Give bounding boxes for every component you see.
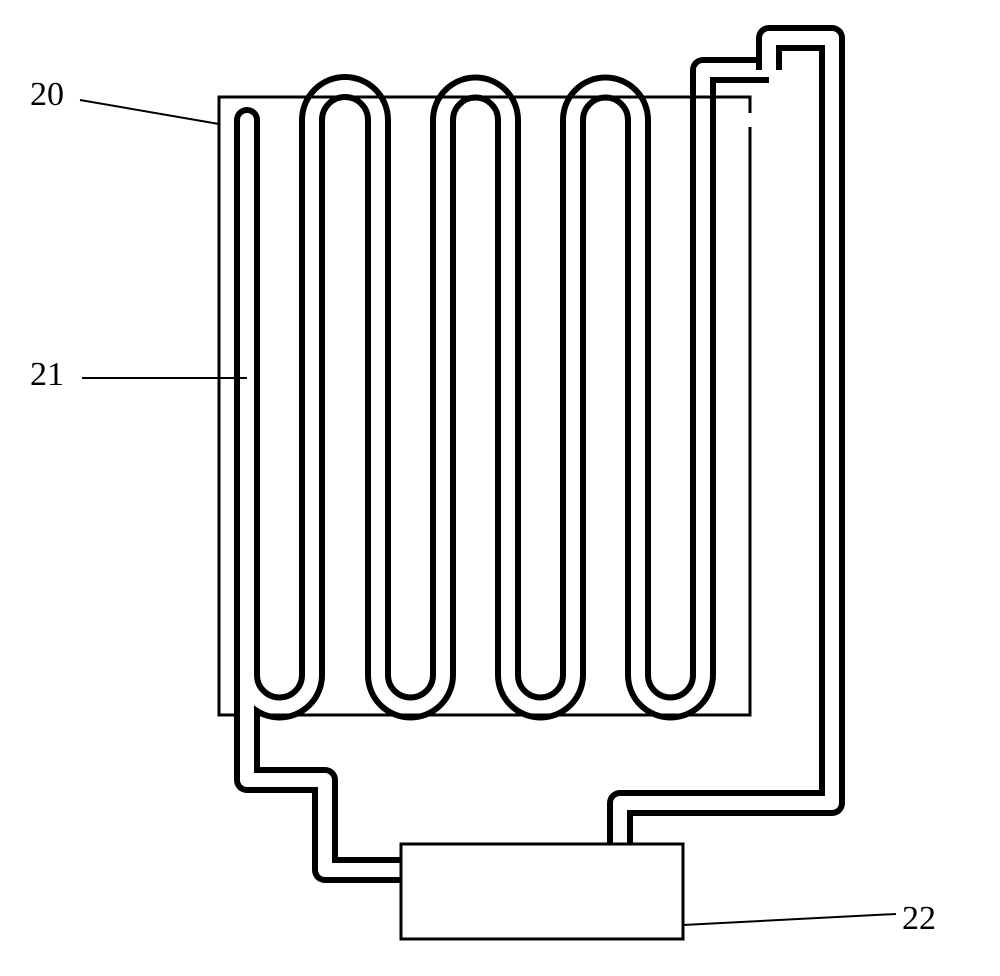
diagram-root: 20 21 22 [0,0,1000,971]
leader-20 [80,100,219,124]
label-20: 20 [30,76,64,114]
schematic-svg [0,0,1000,971]
return-riser-tube [620,38,832,844]
leader-22 [683,914,896,925]
pump-box [401,844,683,939]
label-22: 22 [902,900,936,938]
label-21: 21 [30,356,64,394]
